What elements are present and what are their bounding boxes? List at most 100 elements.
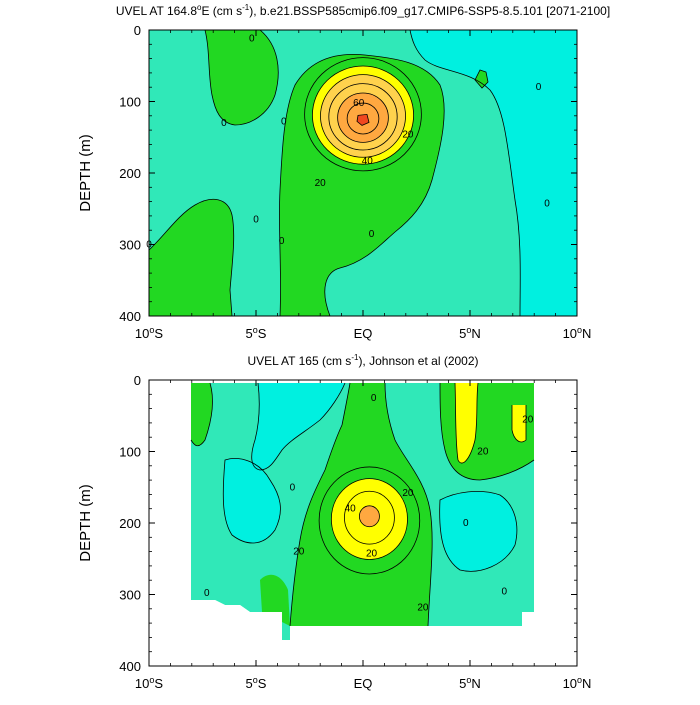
top-x-tick-label: 10oS <box>135 325 163 341</box>
top-zero-line-east-blob <box>474 69 489 89</box>
bottom-contour-label: 20 <box>417 602 429 613</box>
top-contour-label: 60 <box>353 98 365 109</box>
bottom-y-tick-label: 300 <box>119 588 141 603</box>
top-title-end: ), b.e21.BSSP585cmip6.f09_g17.CMIP6-SSP5… <box>249 4 610 18</box>
bottom-twenty-line-northeast <box>454 382 479 464</box>
bottom-contour-line-level-10 <box>318 466 421 575</box>
bottom-zero-line-north <box>251 382 346 471</box>
top-fill-green-west-upper <box>205 30 279 125</box>
top-zero-line-west-upper <box>204 30 279 126</box>
top-chart-title: UVEL AT 164.8oE (cm s-1), b.e21.BSSP585c… <box>116 3 610 18</box>
top-fill-cyan-east <box>410 30 577 316</box>
top-contour-lines <box>149 30 521 316</box>
top-title-main: UVEL AT 164.8 <box>116 4 197 18</box>
top-contour-label: 0 <box>221 118 227 129</box>
bottom-contour-label: 0 <box>371 393 377 404</box>
bottom-zero-line-northeast <box>439 382 535 481</box>
bottom-contour-label: 20 <box>402 488 414 499</box>
bottom-chart-title: UVEL AT 165 (cm s-1), Johnson et al (200… <box>247 353 478 368</box>
bottom-twenty-line-northeast-2 <box>511 405 527 443</box>
top-zero-line-east <box>409 30 521 316</box>
top-contour-label: 40 <box>362 156 374 167</box>
bottom-title-sup: -1 <box>351 353 359 362</box>
bottom-x-tick-label: 5oN <box>459 675 481 691</box>
bottom-contour-label: 0 <box>204 588 210 599</box>
top-contour-line-level-30 <box>320 74 406 158</box>
bottom-contour-level-lines <box>318 466 421 575</box>
bottom-contour-label: 40 <box>345 504 357 515</box>
top-contour-line-level-50 <box>337 92 389 143</box>
top-y-axis-label: DEPTH (m) <box>77 134 94 212</box>
top-contour-label: 0 <box>544 199 550 210</box>
top-y-tick-label: 200 <box>119 166 141 181</box>
bottom-y-tick-label: 0 <box>134 373 141 388</box>
top-x-tick-label: 5oN <box>459 325 481 341</box>
top-contour-label: 0 <box>249 34 255 45</box>
bottom-fill-cyan-east <box>439 491 517 572</box>
bottom-zero-line-east <box>439 490 518 572</box>
top-zero-line-west-lower <box>149 198 235 316</box>
bottom-y-tick-label: 400 <box>119 659 141 674</box>
bottom-title-end: ), Johnson et al (2002) <box>358 354 478 368</box>
bottom-contour-line-level-20 <box>330 478 408 560</box>
top-contour-label: 0 <box>536 82 542 93</box>
bottom-zero-line-core-east <box>384 382 433 627</box>
top-x-tick-label: 10oN <box>563 325 592 341</box>
top-contour-label: 20 <box>402 129 414 140</box>
bottom-contour-line-level-40 <box>358 505 380 528</box>
top-y-tick-label: 400 <box>119 309 141 324</box>
top-contour-line-level-20 <box>312 65 414 165</box>
top-x-tick-label: 5oS <box>246 325 267 341</box>
top-contour-label: 0 <box>281 117 287 128</box>
bottom-fill-yellow-northeast-2 <box>512 405 526 442</box>
top-contour-line-level-60 <box>346 102 380 135</box>
bottom-y-axis-label: DEPTH (m) <box>77 484 94 562</box>
bottom-x-tick-label: 10oS <box>135 675 163 691</box>
top-contour-level-lines <box>304 57 422 172</box>
top-contour-line-level-40 <box>328 83 398 151</box>
bottom-contour-label: 0 <box>501 587 507 598</box>
bottom-contour-label: 20 <box>522 414 534 425</box>
top-y-tick-label: 0 <box>134 23 141 38</box>
top-title-sup: -1 <box>242 3 250 12</box>
top-y-tick-label: 300 <box>119 238 141 253</box>
bottom-contour-label: 20 <box>293 547 305 558</box>
bottom-x-tick-label: EQ <box>354 676 373 691</box>
bottom-y-tick-label: 200 <box>119 516 141 531</box>
top-fill-green-west-lower <box>149 199 234 316</box>
bottom-x-tick-label: 10oN <box>563 675 592 691</box>
top-title-mid: E (cm s <box>201 4 242 18</box>
top-y-tick-label: 100 <box>119 95 141 110</box>
bottom-zero-line-west <box>190 382 213 447</box>
top-contour-label: 20 <box>315 178 327 189</box>
bottom-zero-line-core <box>289 382 351 627</box>
top-contour-label: 0 <box>369 229 375 240</box>
bottom-contour-label: 0 <box>290 482 296 493</box>
bottom-fill-green-west <box>191 383 213 446</box>
bottom-contour-line-level-30 <box>344 490 395 545</box>
top-zero-line-central <box>279 54 445 316</box>
bottom-contour-lines <box>190 382 535 627</box>
top-contour-label: 0 <box>253 214 259 225</box>
top-panel: UVEL AT 164.8oE (cm s-1), b.e21.BSSP585c… <box>77 3 610 341</box>
top-contour-core-peak <box>356 113 370 126</box>
bottom-y-tick-label: 100 <box>119 445 141 460</box>
bottom-contour-label: 20 <box>477 447 489 458</box>
bottom-contour-label: 20 <box>366 549 378 560</box>
bottom-contour-levels <box>319 466 420 574</box>
bottom-fill-cyan-mid <box>223 458 281 544</box>
bottom-fill-yellow-northeast <box>455 383 478 464</box>
bottom-zero-line-mid <box>222 458 281 544</box>
bottom-nodata-mask <box>149 383 577 666</box>
top-contour-label: 0 <box>279 236 285 247</box>
bottom-fill-cyan-north <box>251 383 345 470</box>
bottom-panel: UVEL AT 165 (cm s-1), Johnson et al (200… <box>77 353 591 691</box>
bottom-contour-fill-level-40 <box>359 505 380 527</box>
top-contour-fill <box>149 30 577 316</box>
bottom-contour-label: 0 <box>463 518 469 529</box>
top-x-tick-label: EQ <box>354 326 373 341</box>
